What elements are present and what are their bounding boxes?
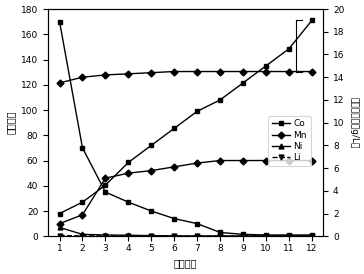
Legend: Co, Mn, Ni, Li: Co, Mn, Ni, Li: [268, 116, 310, 166]
Y-axis label: 萌余液浓度（g/L）: 萌余液浓度（g/L）: [349, 97, 359, 148]
Y-axis label: 分配系数: 分配系数: [5, 111, 16, 135]
X-axis label: 循环次数: 循环次数: [174, 258, 197, 269]
